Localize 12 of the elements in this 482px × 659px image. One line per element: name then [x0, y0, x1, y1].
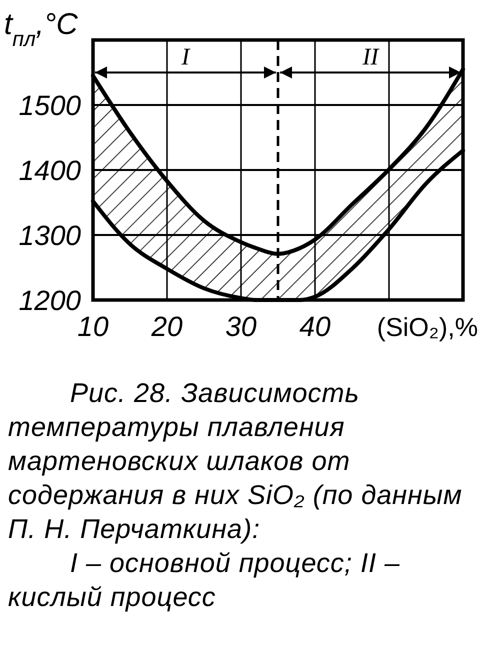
x-axis-title: (SiO₂),% [376, 312, 478, 342]
x-tick-label: 40 [299, 311, 331, 342]
annotation: I [180, 44, 190, 71]
y-axis-title: t$_{пл}$,°C [4, 8, 78, 50]
y-tick-label: 1300 [18, 220, 82, 251]
y-tick-label: 1400 [18, 154, 82, 186]
y-tick-label: 1500 [18, 90, 82, 121]
text: I – основной процесс; II – кислый процесс [8, 548, 400, 612]
x-tick-label: 20 [150, 311, 183, 342]
x-tick-label: 30 [225, 311, 257, 342]
annotation: II [362, 44, 380, 71]
text: Рис. 28. Зависимость температуры плавления мартеновских шлаков от содержания в них SiO₂ (по данным П. Н. Перчаткина): [8, 378, 462, 544]
